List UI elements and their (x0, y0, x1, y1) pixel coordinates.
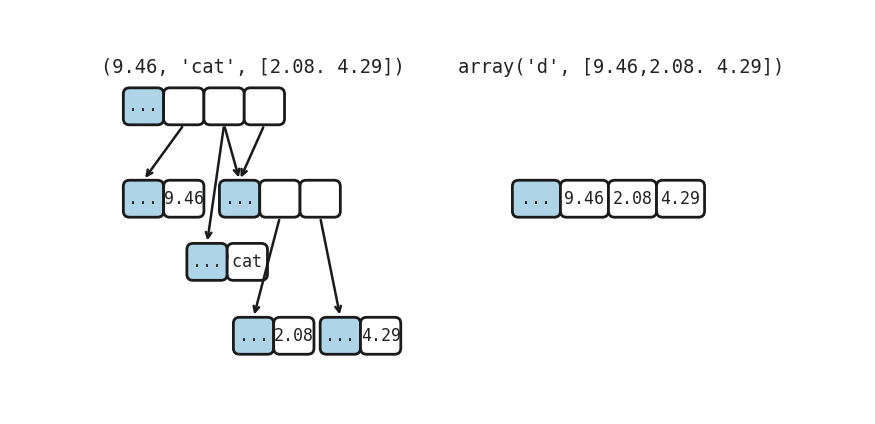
Text: 9.46: 9.46 (164, 190, 204, 208)
FancyBboxPatch shape (187, 243, 228, 280)
Text: ...: ... (225, 190, 255, 208)
Text: array('d', [9.46,2.08. 4.29]): array('d', [9.46,2.08. 4.29]) (458, 59, 784, 77)
FancyBboxPatch shape (300, 180, 340, 217)
Text: ...: ... (522, 190, 551, 208)
FancyBboxPatch shape (164, 88, 204, 125)
Text: 2.08: 2.08 (612, 190, 653, 208)
Text: 'cat': 'cat' (222, 253, 272, 271)
Text: 4.29: 4.29 (360, 327, 401, 345)
Text: ...: ... (192, 253, 222, 271)
Text: 2.08: 2.08 (274, 327, 314, 345)
Text: ...: ... (129, 190, 158, 208)
Text: ...: ... (326, 327, 355, 345)
Text: ...: ... (239, 327, 269, 345)
FancyBboxPatch shape (360, 317, 401, 354)
FancyBboxPatch shape (220, 180, 260, 217)
Text: 4.29: 4.29 (661, 190, 701, 208)
FancyBboxPatch shape (320, 317, 360, 354)
FancyBboxPatch shape (234, 317, 274, 354)
Text: 9.46: 9.46 (564, 190, 605, 208)
FancyBboxPatch shape (123, 180, 164, 217)
FancyBboxPatch shape (164, 180, 204, 217)
Text: ...: ... (129, 98, 158, 115)
FancyBboxPatch shape (513, 180, 560, 217)
FancyBboxPatch shape (123, 88, 164, 125)
FancyBboxPatch shape (274, 317, 314, 354)
FancyBboxPatch shape (228, 243, 268, 280)
FancyBboxPatch shape (608, 180, 656, 217)
FancyBboxPatch shape (560, 180, 608, 217)
FancyBboxPatch shape (656, 180, 704, 217)
FancyBboxPatch shape (260, 180, 300, 217)
FancyBboxPatch shape (244, 88, 284, 125)
Text: (9.46, 'cat', [2.08. 4.29]): (9.46, 'cat', [2.08. 4.29]) (101, 59, 404, 77)
FancyBboxPatch shape (204, 88, 244, 125)
